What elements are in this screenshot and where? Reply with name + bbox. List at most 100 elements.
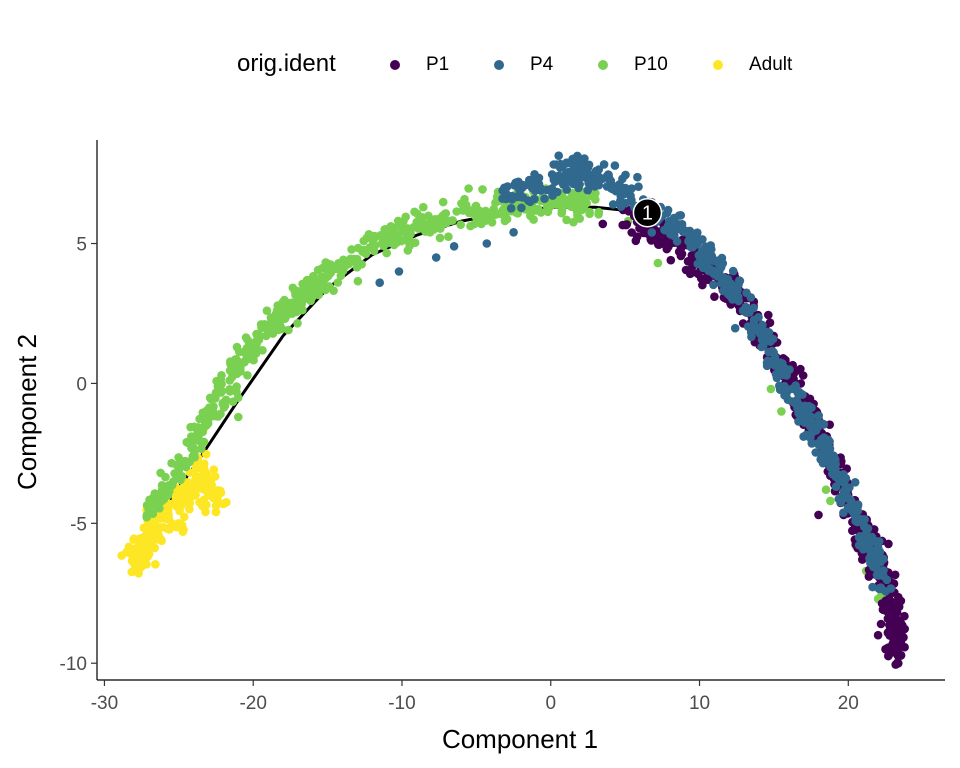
- data-point-adult: [202, 500, 211, 510]
- data-point-p4: [806, 422, 815, 431]
- data-point-p10: [438, 197, 448, 207]
- data-point-adult: [197, 478, 206, 488]
- data-point-p4: [876, 583, 886, 592]
- data-point-p4: [830, 454, 840, 464]
- data-point-p4: [799, 432, 808, 441]
- data-point-adult: [125, 546, 135, 555]
- branch-point-label: 1: [642, 203, 653, 225]
- data-point-p4: [814, 411, 823, 420]
- data-point-p10: [442, 218, 451, 228]
- data-point-p10: [271, 319, 281, 328]
- data-point-p10: [234, 412, 243, 422]
- data-point-p1: [622, 220, 632, 229]
- data-point-p10: [199, 409, 208, 419]
- data-point-p4: [820, 450, 829, 460]
- data-point-p4: [518, 193, 528, 202]
- data-point-p10: [322, 282, 331, 292]
- data-point-p1: [710, 292, 719, 302]
- data-point-adult: [150, 543, 160, 553]
- data-point-p10: [347, 245, 356, 254]
- data-point-p10: [456, 220, 466, 229]
- data-point-p4: [762, 327, 771, 337]
- data-point-p4: [482, 239, 492, 248]
- data-point-p4: [728, 266, 738, 276]
- data-point-p4: [834, 494, 844, 504]
- data-point-p10: [405, 238, 415, 248]
- data-point-adult: [127, 567, 136, 577]
- data-point-p10: [574, 199, 584, 209]
- data-point-p4: [517, 203, 526, 213]
- data-point-p1: [798, 371, 808, 380]
- data-point-adult: [153, 535, 163, 544]
- data-point-p4: [706, 255, 716, 265]
- data-point-p10: [230, 362, 240, 372]
- data-point-p4: [676, 211, 686, 220]
- x-tick-label: 10: [689, 693, 710, 714]
- data-point-p1: [900, 642, 909, 652]
- data-point-adult: [163, 524, 172, 533]
- data-point-p10: [379, 241, 388, 251]
- data-point-adult: [129, 534, 139, 543]
- data-point-p4: [831, 482, 841, 492]
- data-point-p1: [888, 642, 898, 651]
- data-point-p10: [203, 419, 213, 428]
- data-point-p1: [646, 235, 655, 244]
- data-point-p4: [755, 329, 764, 338]
- data-point-p10: [217, 371, 226, 380]
- data-point-p4: [693, 228, 702, 237]
- data-point-p10: [191, 435, 201, 445]
- data-point-p4: [686, 242, 695, 252]
- data-point-p4: [634, 182, 643, 191]
- data-point-p10: [382, 225, 391, 234]
- data-point-p10: [255, 331, 264, 340]
- data-point-p4: [719, 286, 728, 296]
- data-point-p4: [877, 567, 886, 576]
- data-point-p10: [187, 443, 196, 453]
- data-point-p10: [318, 263, 327, 273]
- legend-title: orig.ident: [237, 50, 336, 77]
- data-point-p10: [461, 200, 471, 210]
- x-tick-label: -30: [91, 693, 118, 714]
- data-point-p1: [881, 605, 890, 614]
- legend-key-p10: [598, 60, 608, 70]
- data-point-p4: [707, 245, 716, 254]
- data-point-p4: [573, 155, 583, 165]
- data-point-p10: [554, 195, 563, 205]
- data-point-p10: [209, 402, 218, 411]
- data-point-p10: [557, 208, 566, 218]
- data-point-p4: [577, 169, 586, 179]
- data-point-p4: [749, 315, 759, 325]
- data-point-p10: [495, 209, 505, 219]
- data-point-p10: [452, 207, 462, 216]
- data-point-p4: [769, 348, 778, 357]
- data-point-p4: [830, 465, 840, 474]
- data-point-p10: [777, 407, 786, 416]
- data-point-p4: [822, 457, 831, 467]
- data-point-p4: [564, 177, 574, 186]
- data-point-p10: [477, 219, 486, 229]
- data-point-p4: [507, 195, 517, 204]
- data-point-p10: [419, 218, 428, 228]
- y-axis-title: Component 2: [12, 334, 42, 490]
- data-point-p10: [145, 495, 154, 505]
- data-point-p4: [584, 179, 593, 188]
- data-point-p4: [583, 186, 592, 195]
- data-point-p4: [807, 403, 816, 413]
- data-point-p4: [857, 516, 866, 526]
- data-point-p10: [419, 202, 428, 212]
- data-point-p4: [506, 204, 516, 213]
- data-point-p1: [885, 625, 895, 634]
- data-point-p10: [353, 276, 363, 286]
- data-point-p1: [858, 555, 867, 564]
- data-point-p4: [394, 267, 404, 276]
- data-point-p4: [556, 163, 565, 172]
- data-point-p10: [302, 282, 312, 291]
- data-point-p4: [449, 242, 459, 251]
- data-point-p10: [217, 379, 226, 389]
- data-point-p4: [866, 548, 876, 558]
- data-point-adult: [144, 549, 154, 559]
- data-point-p10: [432, 220, 441, 230]
- data-point-p4: [598, 174, 607, 183]
- data-point-p4: [757, 342, 766, 352]
- data-point-p4: [807, 439, 817, 448]
